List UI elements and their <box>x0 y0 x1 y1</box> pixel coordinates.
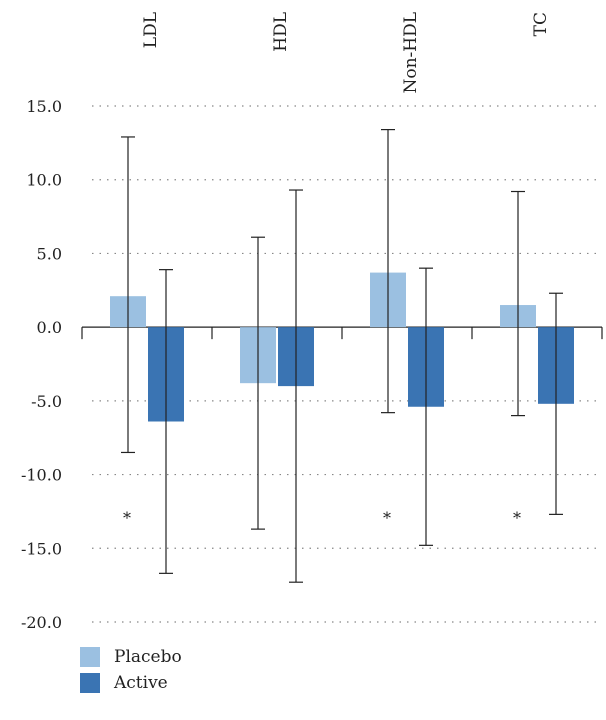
legend-label-active: Active <box>114 673 168 693</box>
category-label: TC <box>531 12 551 36</box>
y-tick-label: -5.0 <box>31 392 62 411</box>
y-tick-label: -10.0 <box>21 466 62 485</box>
legend-swatch-active <box>80 673 100 693</box>
legend-swatch-placebo <box>80 647 100 667</box>
y-tick-label: -20.0 <box>21 613 62 632</box>
y-tick-label: 10.0 <box>26 171 62 190</box>
significance-marker: * <box>383 508 391 527</box>
y-tick-label: 0.0 <box>37 318 62 337</box>
bar-chart: 15.0 10.0 5.0 0.0 -5.0 -10.0 -15.0 -20.0 LDL * HDL… <box>21 12 603 632</box>
legend: Placebo Active <box>80 644 182 696</box>
legend-item-placebo: Placebo <box>80 644 182 670</box>
significance-marker: * <box>513 508 521 527</box>
y-tick-label: 5.0 <box>37 244 62 263</box>
category-label: Non-HDL <box>401 12 421 94</box>
legend-item-active: Active <box>80 670 182 696</box>
legend-label-placebo: Placebo <box>114 647 182 667</box>
category-label: LDL <box>141 12 161 48</box>
y-tick-label: 15.0 <box>26 97 62 116</box>
y-tick-label: -15.0 <box>21 539 62 558</box>
significance-marker: * <box>123 508 131 527</box>
category-label: HDL <box>271 12 291 52</box>
